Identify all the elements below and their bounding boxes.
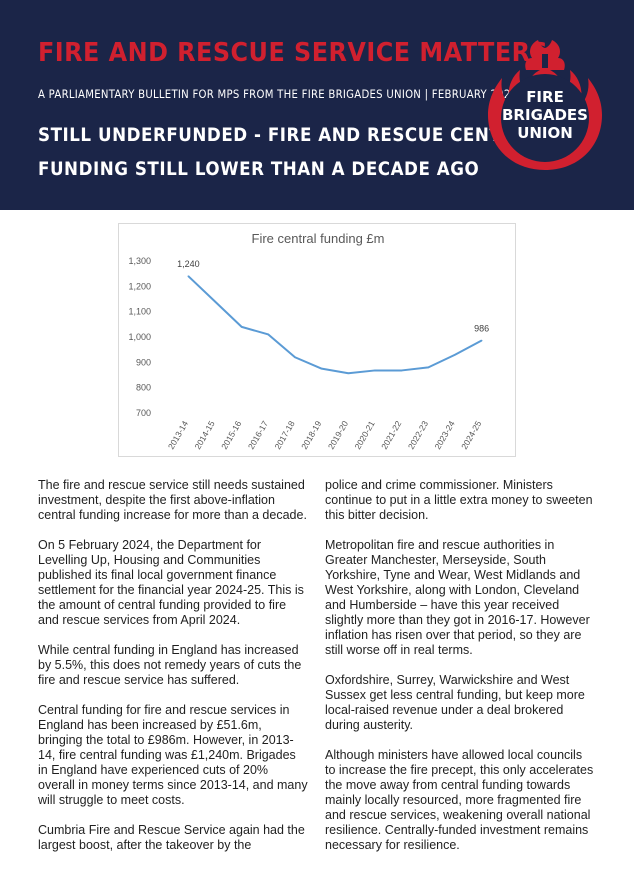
headline-line-2: FUNDING STILL LOWER THAN A DECADE AGO (38, 158, 480, 180)
y-axis: 700 800 900 1,000 1,100 1,200 1,300 (128, 256, 151, 418)
data-point (347, 372, 350, 375)
paragraph: Metropolitan fire and rescue authorities… (325, 538, 590, 657)
body-column-left: The fire and rescue service still needs … (38, 478, 308, 868)
x-tick-label: 2023-24 (432, 419, 456, 451)
x-tick-label: 2016-17 (246, 419, 270, 451)
y-tick-label: 900 (136, 357, 151, 367)
x-tick-label: 2019-20 (326, 419, 350, 451)
x-axis: 2013-14 2014-15 2015-16 2016-17 2017-18 2018-… (166, 419, 484, 451)
paragraph: On 5 February 2024, the Department for L… (38, 538, 304, 627)
chart-series (187, 275, 483, 375)
funding-chart: Fire central funding £m 700 800 900 1,000 1,… (118, 223, 516, 457)
chart-title: Fire central funding £m (252, 231, 385, 246)
paragraph: The fire and rescue service still needs … (38, 478, 307, 522)
series-line (187, 275, 483, 375)
paragraph: While central funding in England has inc… (38, 643, 302, 687)
data-label: 1,240 (177, 259, 200, 269)
data-point (240, 326, 243, 328)
funding-chart-canvas: Fire central funding £m 700 800 900 1,000 1,… (128, 231, 489, 451)
y-tick-label: 1,000 (128, 332, 151, 342)
y-tick-label: 1,200 (128, 281, 151, 291)
y-tick-label: 1,300 (128, 256, 151, 266)
y-tick-label: 700 (136, 408, 151, 418)
data-point (427, 366, 430, 369)
x-tick-label: 2015-16 (219, 419, 243, 451)
data-point (214, 300, 216, 303)
logo-text-union: UNION (517, 124, 573, 142)
y-tick-label: 800 (136, 383, 151, 393)
paragraph: Central funding for fire and rescue serv… (38, 703, 308, 807)
x-tick-label: 2024-25 (459, 419, 483, 451)
data-point (320, 367, 323, 370)
bulletin-subtitle: A PARLIAMENTARY BULLETIN FOR MPS FROM TH… (38, 87, 518, 101)
data-point (187, 275, 190, 277)
x-tick-label: 2020-21 (352, 419, 376, 451)
x-tick-label: 2014-15 (192, 419, 216, 451)
data-point (294, 356, 296, 359)
bulletin-title: FIRE AND RESCUE SERVICE MATTERS (38, 38, 549, 68)
paragraph: Oxfordshire, Surrey, Warwickshire and We… (325, 673, 585, 732)
paragraph: police and crime commissioner. Ministers… (325, 478, 593, 522)
x-tick-label: 2017-18 (272, 419, 296, 451)
data-point (480, 339, 483, 342)
fbu-logo-emblem-icon (488, 40, 602, 170)
data-labels: 1,240 986 (177, 259, 489, 333)
header-banner: FIRE AND RESCUE SERVICE MATTERS A PARLIA… (0, 0, 634, 210)
x-tick-label: 2018-19 (299, 419, 323, 451)
data-point (454, 353, 456, 356)
fbu-logo: FIRE BRIGADES UNION (480, 30, 610, 180)
headline-line-1: STILL UNDERFUNDED - FIRE AND RESCUE CENT… (38, 124, 540, 146)
logo-text-brigades: BRIGADES (502, 106, 588, 124)
logo-text-fire: FIRE (526, 88, 564, 106)
data-label: 986 (474, 324, 489, 334)
x-tick-label: 2013-14 (166, 419, 190, 451)
body-column-right: police and crime commissioner. Ministers… (325, 478, 595, 868)
data-point (267, 333, 270, 336)
x-tick-label: 2022-23 (406, 419, 430, 451)
y-tick-label: 1,100 (128, 307, 151, 317)
data-point (374, 369, 376, 372)
data-point (400, 369, 403, 372)
paragraph: Although ministers have allowed local co… (325, 748, 594, 852)
headline: STILL UNDERFUNDED - FIRE AND RESCUE CENT… (38, 118, 540, 186)
x-tick-label: 2021-22 (379, 419, 403, 451)
paragraph: Cumbria Fire and Rescue Service again ha… (38, 823, 305, 852)
